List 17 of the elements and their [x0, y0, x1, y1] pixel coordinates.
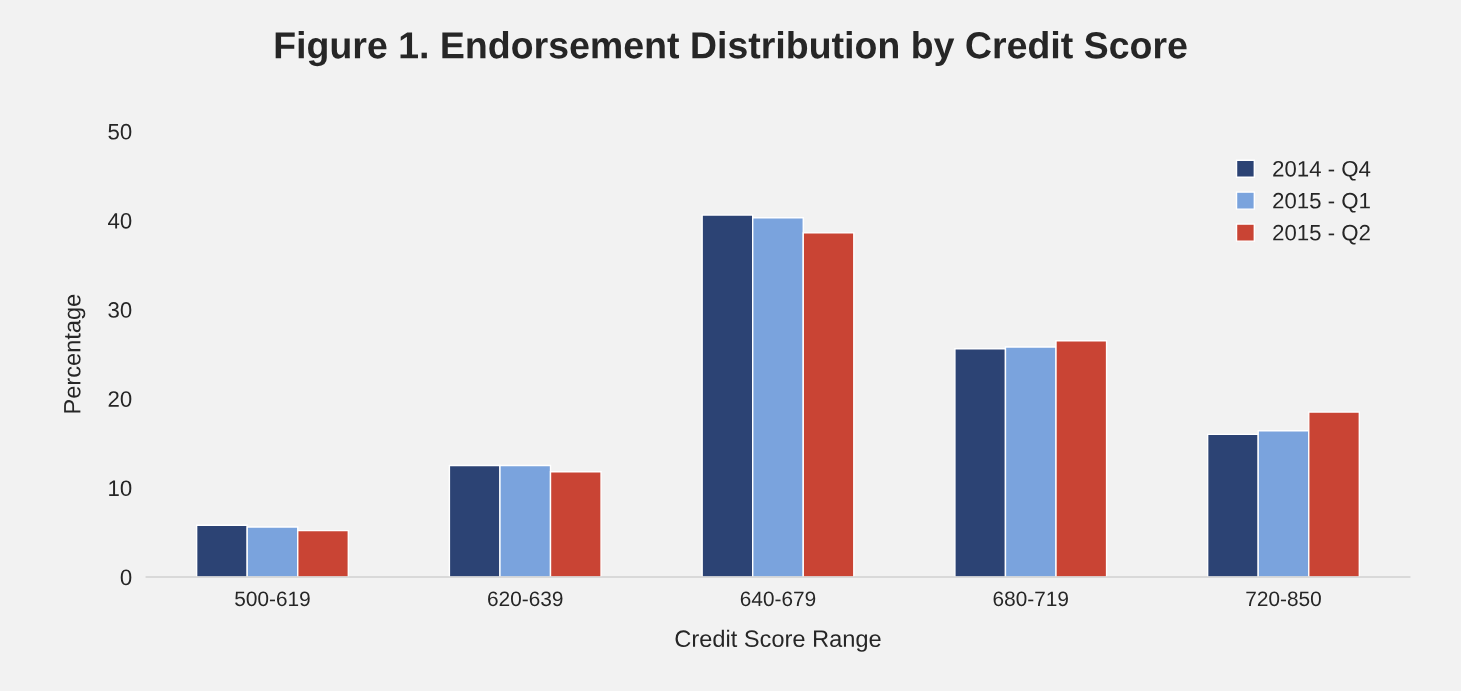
y-tick-label: 40: [108, 212, 132, 229]
y-tick-label: 10: [109, 480, 132, 497]
chart-title: Figure 1. Endorsement Distribution by Credit Score: [275, 31, 1187, 67]
x-tick-label: 620-639: [488, 591, 563, 607]
x-tick-label: 500-619: [235, 591, 310, 607]
x-tick-label: 680-719: [993, 591, 1068, 607]
legend-label: 2015 - Q1: [1273, 192, 1370, 213]
x-tick-label: 640-679: [740, 591, 816, 607]
legend-label: 2014 - Q4: [1273, 160, 1371, 181]
y-tick-label: 50: [108, 123, 132, 140]
x-axis-title: Credit Score Range: [675, 629, 881, 652]
legend-label: 2015 - Q2: [1273, 224, 1370, 245]
y-tick-label: 0: [120, 569, 132, 586]
x-tick-label: 720-850: [1246, 591, 1321, 607]
y-axis-title: Percentage: [64, 294, 86, 413]
y-tick-label: 20: [108, 391, 132, 407]
y-tick-label: 30: [108, 302, 132, 318]
